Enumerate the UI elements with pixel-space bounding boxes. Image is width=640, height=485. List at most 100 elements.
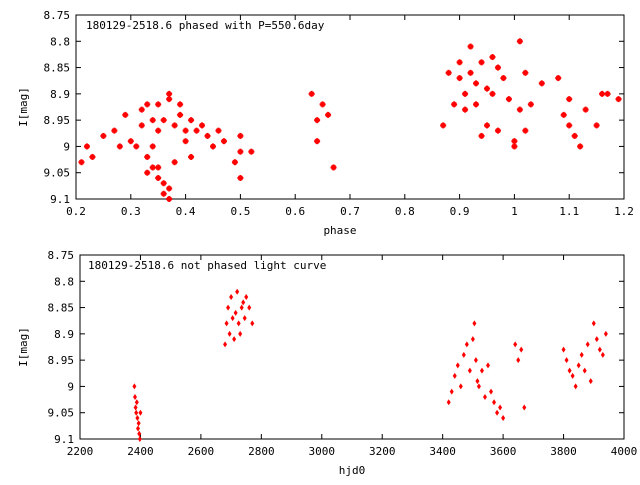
phased-data-point — [462, 106, 469, 113]
phased-data-point — [571, 132, 578, 139]
phased-data-point — [210, 143, 216, 150]
phased-data-point — [527, 101, 534, 108]
unphased-y-tick-label: 8.8 — [54, 275, 74, 288]
unphased-data-point — [585, 341, 590, 348]
unphased-data-point — [232, 336, 237, 343]
phased-data-point — [308, 90, 315, 97]
unphased-x-tick-label: 3000 — [309, 445, 336, 458]
phased-data-point — [160, 180, 167, 187]
unphased-data-point — [224, 320, 229, 327]
unphased-data-point — [133, 393, 138, 400]
unphased-data-point — [516, 357, 521, 364]
phased-x-tick-label: 1 — [511, 205, 518, 218]
phased-data-point — [204, 132, 211, 139]
phased-data-point — [138, 106, 145, 113]
unphased-data-point — [239, 304, 244, 311]
phased-data-point — [100, 132, 107, 139]
unphased-data-point — [449, 388, 454, 395]
phased-data-point — [445, 69, 452, 76]
unphased-data-point — [138, 409, 143, 416]
phased-data-point — [237, 174, 244, 181]
unphased-data-point — [501, 414, 506, 421]
phased-data-point — [231, 159, 238, 166]
unphased-data-points — [132, 288, 608, 442]
phased-data-point — [467, 69, 474, 76]
phased-y-tick-label: 9.1 — [50, 193, 70, 206]
unphased-data-point — [236, 320, 241, 327]
phased-data-point — [330, 164, 337, 171]
unphased-data-point — [229, 294, 234, 301]
phased-data-point — [484, 122, 490, 129]
unphased-plot-panel: 180129-2518.6 not phased light curve hjd… — [17, 249, 637, 477]
phased-x-tick-label: 0.8 — [395, 205, 415, 218]
phased-y-tick-label: 8.9 — [50, 88, 70, 101]
phased-data-point — [155, 101, 162, 108]
unphased-data-point — [241, 299, 246, 306]
phased-data-point — [149, 143, 156, 150]
phased-data-point — [522, 127, 529, 134]
phased-data-point — [237, 132, 244, 139]
phased-data-point — [566, 122, 573, 129]
phased-data-point — [144, 169, 151, 176]
unphased-data-point — [519, 346, 524, 353]
phased-x-tick-label: 0.2 — [66, 205, 86, 218]
unphased-y-tick-label: 8.85 — [48, 302, 75, 315]
unphased-x-tick-label: 3600 — [490, 445, 517, 458]
phased-y-axis-label: I[mag] — [17, 87, 30, 127]
phased-data-point — [577, 143, 584, 150]
phased-data-point — [144, 153, 151, 160]
unphased-y-tick-label: 9.1 — [54, 433, 74, 446]
unphased-x-tick-label: 3800 — [550, 445, 577, 458]
phased-y-tick-label: 9 — [63, 140, 70, 153]
phased-data-point — [478, 132, 485, 139]
unphased-data-point — [137, 430, 142, 437]
unphased-x-tick-label: 2200 — [67, 445, 94, 458]
unphased-x-axis-label: hjd0 — [339, 464, 366, 477]
unphased-data-point — [561, 346, 566, 353]
unphased-data-point — [567, 367, 572, 374]
phased-data-point — [182, 138, 189, 145]
phased-data-point — [122, 111, 129, 118]
phased-data-point — [555, 75, 562, 82]
phased-plot-panel: 180129-2518.6 phased with P=550.6day pha… — [17, 9, 634, 237]
phased-x-axis-label: phase — [323, 224, 356, 237]
phased-data-point — [199, 122, 206, 129]
unphased-data-point — [133, 404, 138, 411]
unphased-data-point — [482, 393, 487, 400]
unphased-data-point — [464, 341, 469, 348]
unphased-data-point — [470, 336, 475, 343]
phased-data-point — [83, 143, 90, 150]
phased-data-point — [314, 117, 321, 124]
unphased-x-tick-label: 2400 — [127, 445, 154, 458]
phased-data-point — [166, 90, 173, 97]
phased-data-point — [473, 80, 480, 87]
phased-data-point — [325, 111, 332, 118]
phased-data-point — [319, 101, 326, 108]
phased-data-point — [78, 159, 85, 166]
unphased-y-tick-label: 9.05 — [48, 407, 75, 420]
unphased-data-point — [458, 383, 463, 390]
phased-data-point — [593, 122, 600, 129]
phased-data-point — [160, 117, 167, 124]
phased-data-point — [456, 75, 463, 82]
unphased-x-tick-label: 2800 — [248, 445, 275, 458]
phased-plot-title: 180129-2518.6 phased with P=550.6day — [86, 19, 325, 32]
phased-y-tick-label: 8.85 — [44, 62, 71, 75]
unphased-y-axis-label: I[mag] — [17, 327, 30, 367]
phased-x-tick-label: 0.4 — [176, 205, 196, 218]
unphased-data-point — [495, 409, 500, 416]
phased-y-tick-label: 8.8 — [50, 35, 70, 48]
phased-data-point — [604, 90, 611, 97]
phased-data-point — [166, 185, 173, 192]
unphased-data-point — [132, 383, 137, 390]
phased-x-tick-label: 1.1 — [559, 205, 579, 218]
unphased-data-point — [461, 351, 466, 358]
phased-data-point — [478, 59, 485, 66]
phased-data-point — [538, 80, 545, 87]
unphased-x-tick-label: 3400 — [429, 445, 456, 458]
phased-y-tick-label: 8.75 — [44, 9, 71, 22]
unphased-data-point — [227, 330, 232, 337]
unphased-data-point — [467, 367, 472, 374]
